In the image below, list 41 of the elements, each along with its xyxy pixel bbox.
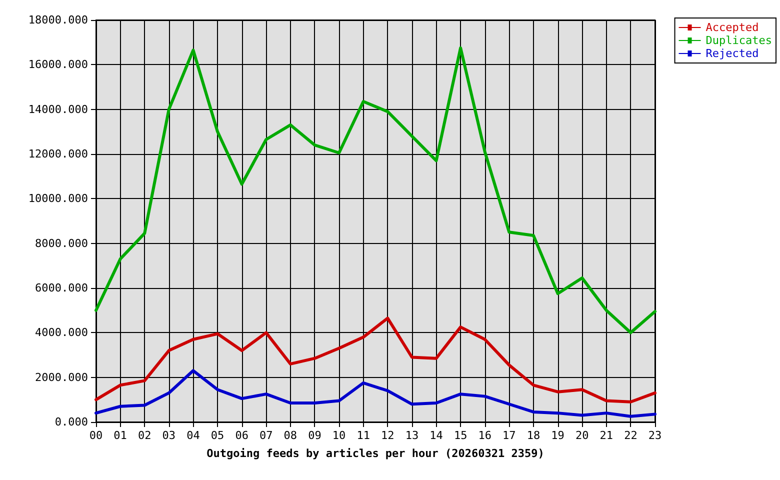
y-tick-label: 16000.000 xyxy=(28,58,88,72)
x-tick-label: 16 xyxy=(478,429,492,442)
line-series xyxy=(94,46,656,334)
x-tick-label: 07 xyxy=(260,429,273,442)
x-tick-label: 21 xyxy=(600,429,614,442)
x-tick-label: 05 xyxy=(210,429,224,442)
y-tick-label: 14000.000 xyxy=(28,102,88,116)
x-tick-label: 11 xyxy=(356,429,370,442)
y-tick-label: 10000.000 xyxy=(28,192,88,206)
line-series xyxy=(94,316,656,404)
y-tick-label: 0.000 xyxy=(54,416,88,428)
line-series xyxy=(94,369,656,418)
x-tick-label: 14 xyxy=(430,429,444,442)
y-tick-label: 4000.000 xyxy=(35,326,88,340)
y-tick-label: 6000.000 xyxy=(35,282,88,294)
x-tick-label: 10 xyxy=(332,429,346,442)
x-tick-label: 02 xyxy=(138,429,152,442)
x-tick-label: 18 xyxy=(526,429,540,442)
x-tick-label: 20 xyxy=(575,429,589,442)
x-tick-label: 12 xyxy=(381,429,394,442)
x-axis-title: Outgoing feeds by articles per hour (20260321 2359) xyxy=(206,447,544,460)
legend-label: Accepted xyxy=(706,21,759,34)
x-tick-label: 08 xyxy=(284,429,298,442)
x-tick-label: 01 xyxy=(114,429,127,442)
x-tick-label: 19 xyxy=(551,429,564,442)
y-tick-label: 8000.000 xyxy=(35,236,88,250)
x-tick-label: 17 xyxy=(502,429,516,442)
x-tick-label: 15 xyxy=(454,429,468,442)
legend-label: Rejected xyxy=(706,47,759,60)
y-tick-label: 2000.000 xyxy=(35,370,88,384)
x-tick-label: 03 xyxy=(162,429,176,442)
x-tick-label: 22 xyxy=(624,429,638,442)
x-tick-label: 06 xyxy=(235,429,248,442)
y-tick-label: 18000.000 xyxy=(28,14,88,26)
x-tick-label: 04 xyxy=(186,429,200,442)
x-tick-label: 09 xyxy=(308,429,322,442)
x-tick-label: 00 xyxy=(89,429,103,442)
x-tick-label: 13 xyxy=(405,429,419,442)
y-tick-label: 12000.000 xyxy=(28,148,88,160)
legend-label: Duplicates xyxy=(706,34,772,47)
x-tick-label: 23 xyxy=(648,429,662,442)
